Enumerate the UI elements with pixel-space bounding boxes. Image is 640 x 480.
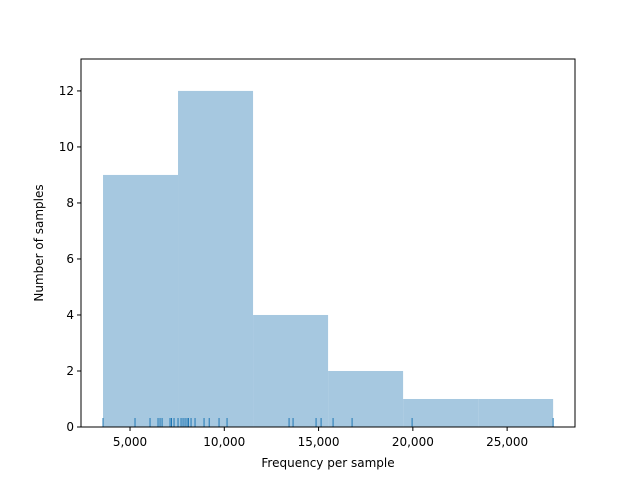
x-tick-label: 10,000 [203,435,245,449]
x-axis-label: Frequency per sample [261,456,394,470]
bar [403,398,479,427]
y-tick-label: 2 [66,364,74,378]
plot-area [102,90,554,427]
x-tick-label: 15,000 [298,435,340,449]
axes-frame [80,58,576,428]
y-tick-label: 12 [59,84,74,98]
x-tick-label: 5,000 [113,435,147,449]
y-axis-label: Number of samples [32,184,46,301]
bar [253,314,329,427]
bar [478,398,554,427]
y-tick-label: 0 [66,420,74,434]
x-tick-label: 20,000 [392,435,434,449]
x-tick-label: 25,000 [486,435,528,449]
bar [178,90,254,427]
y-tick-label: 4 [66,308,74,322]
y-tick-label: 10 [59,140,74,154]
y-tick-label: 8 [66,196,74,210]
bar [103,174,179,427]
bar [328,370,404,427]
y-tick-label: 6 [66,252,74,266]
